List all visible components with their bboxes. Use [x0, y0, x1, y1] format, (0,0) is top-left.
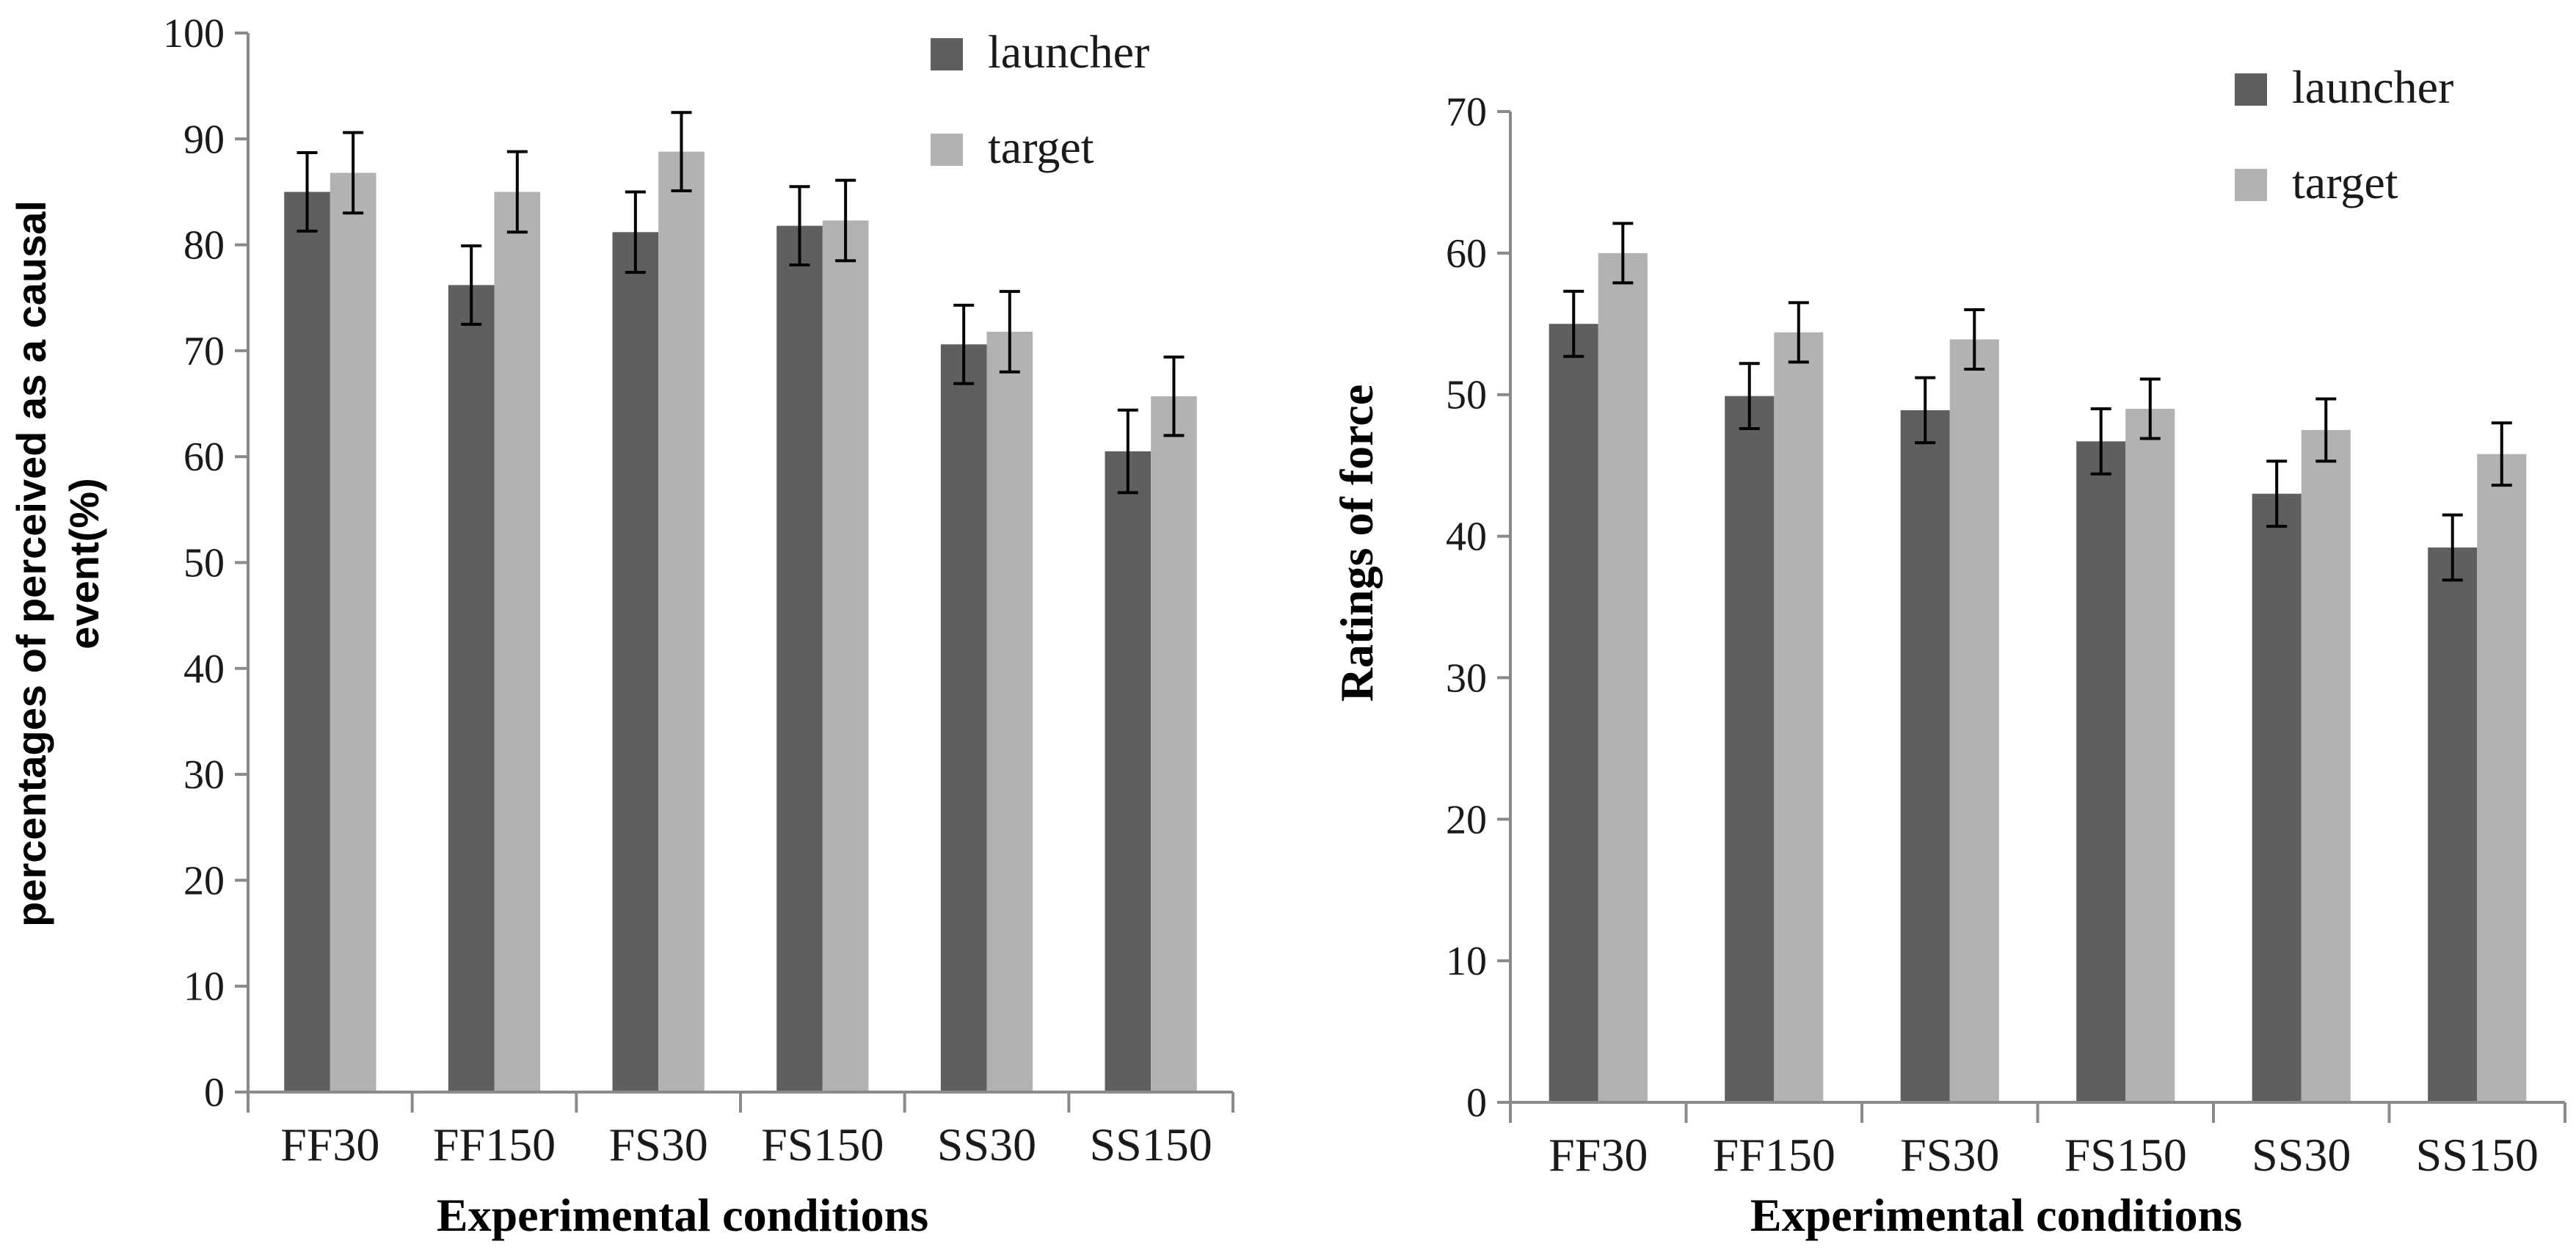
y-axis-title-line2: event(%) [61, 478, 107, 649]
bar-target-FS30 [1949, 339, 1999, 1102]
y-tick-label: 0 [204, 1070, 225, 1116]
x-tick-label: FS30 [609, 1118, 708, 1171]
y-tick-label: 20 [183, 858, 225, 903]
bar-launcher-SS150 [2428, 548, 2478, 1102]
bar-target-SS150 [2477, 454, 2527, 1102]
legend: launcher target [931, 26, 1149, 173]
error-bar-launcher-FF150 [1739, 362, 1760, 430]
bar-target-SS150 [1151, 396, 1197, 1092]
bar-launcher-FF150 [448, 285, 495, 1093]
legend-swatch-target [931, 134, 963, 166]
x-tick-label: FS150 [761, 1118, 884, 1171]
error-bar-launcher-SS30 [2266, 459, 2288, 528]
x-tick-label: SS30 [2252, 1129, 2351, 1181]
y-tick-label: 60 [1446, 231, 1487, 277]
x-tick-label: SS30 [937, 1118, 1036, 1171]
bar-launcher-FF30 [1549, 324, 1598, 1103]
bar-target-SS30 [986, 331, 1033, 1092]
x-tick-label: SS150 [1090, 1118, 1212, 1171]
error-bar-launcher-FS150 [2090, 407, 2111, 476]
x-tick-label: FS150 [2064, 1129, 2187, 1181]
bar-launcher-FF30 [284, 192, 330, 1093]
error-bar-target-FS30 [671, 111, 692, 193]
error-bar-target-FF30 [343, 131, 364, 215]
y-tick-label: 10 [1446, 939, 1487, 984]
error-bar-launcher-FS30 [1915, 376, 1936, 445]
bar-launcher-FS150 [2076, 441, 2126, 1102]
bar-target-SS30 [2301, 429, 2351, 1102]
y-tick-label: 40 [183, 647, 225, 692]
y-tick-label: 60 [183, 434, 225, 480]
y-tick-label: 50 [1446, 373, 1487, 418]
error-bar-target-FS150 [2139, 377, 2161, 440]
bar-launcher-FS30 [612, 232, 659, 1093]
bar-launcher-FS30 [1900, 410, 1950, 1102]
error-bar-target-FF150 [1788, 301, 1809, 364]
y-tick-label: 0 [1466, 1080, 1487, 1126]
error-bar-target-FF30 [1612, 222, 1634, 285]
bar-target-FF30 [1598, 252, 1648, 1102]
error-bar-launcher-FF30 [296, 151, 318, 233]
bar-target-FS30 [658, 151, 705, 1093]
bar-target-FF150 [494, 192, 541, 1093]
error-bar-launcher-FS150 [789, 185, 810, 267]
legend-label-launcher: launcher [988, 26, 1149, 78]
y-tick-label: 30 [183, 752, 225, 798]
chart-force-ratings: 0 10 20 30 40 50 60 70 FF30 FF150 FS30 FS150 SS30 SS… [1331, 61, 2566, 1241]
legend-label-target: target [988, 121, 1094, 173]
error-bar-target-SS150 [2491, 421, 2512, 487]
error-bar-launcher-SS150 [1117, 408, 1138, 495]
y-tick-label: 70 [183, 329, 225, 374]
error-bar-target-FF150 [506, 150, 528, 234]
error-bar-target-FS150 [835, 178, 856, 263]
error-bar-target-SS150 [1163, 355, 1185, 437]
x-tick-label: FS30 [1900, 1129, 1999, 1181]
x-axis-title: Experimental conditions [437, 1189, 928, 1241]
legend: launcher target [2235, 61, 2453, 208]
bar-launcher-FF150 [1725, 396, 1775, 1102]
x-tick-label: FF30 [1549, 1129, 1648, 1181]
bar-launcher-SS30 [940, 344, 987, 1092]
error-bar-launcher-FF150 [461, 244, 482, 326]
x-tick-label: FF30 [280, 1118, 379, 1171]
error-bar-target-FS30 [1964, 308, 1985, 371]
error-bar-launcher-FF30 [1563, 289, 1584, 358]
bar-target-FF150 [1774, 332, 1824, 1102]
x-axis-title: Experimental conditions [1750, 1189, 2242, 1241]
x-tick-label: SS150 [2416, 1129, 2539, 1181]
x-tick-label: FF150 [1713, 1129, 1835, 1181]
bar-launcher-SS30 [2252, 493, 2302, 1102]
error-bar-launcher-FS30 [625, 190, 646, 274]
error-bar-launcher-SS150 [2442, 513, 2463, 582]
y-tick-label: 50 [183, 541, 225, 586]
legend-swatch-target [2235, 169, 2267, 201]
y-tick-label: 40 [1446, 514, 1487, 560]
bar-launcher-FS150 [776, 225, 823, 1093]
y-tick-label: 90 [183, 117, 225, 162]
y-axis-title-line1: percentages of perceived as a causal [8, 200, 54, 927]
y-tick-label: 20 [1446, 797, 1487, 843]
legend-swatch-launcher [931, 38, 963, 70]
y-tick-label: 80 [183, 223, 225, 269]
y-axis-title: Ratings of force [1331, 385, 1383, 702]
chart-percentages: 0 10 20 30 40 50 60 70 80 90 100 FF30 FF150 FS30 FS15… [8, 11, 1234, 1241]
y-tick-label: 30 [1446, 655, 1487, 701]
bar-target-FS150 [2125, 409, 2175, 1102]
error-bar-target-SS30 [2315, 397, 2337, 463]
y-tick-label: 10 [183, 964, 225, 1010]
legend-label-launcher: launcher [2292, 61, 2453, 113]
legend-label-target: target [2292, 156, 2398, 208]
x-tick-label: FF150 [433, 1118, 556, 1171]
error-bar-launcher-SS30 [953, 303, 975, 385]
bar-target-FF30 [330, 172, 376, 1093]
y-tick-label: 100 [163, 11, 225, 57]
bar-target-FS150 [822, 220, 869, 1092]
legend-swatch-launcher [2235, 73, 2267, 106]
y-tick-label: 70 [1446, 90, 1487, 135]
error-bar-target-SS30 [999, 290, 1020, 374]
bar-launcher-SS150 [1105, 451, 1151, 1092]
